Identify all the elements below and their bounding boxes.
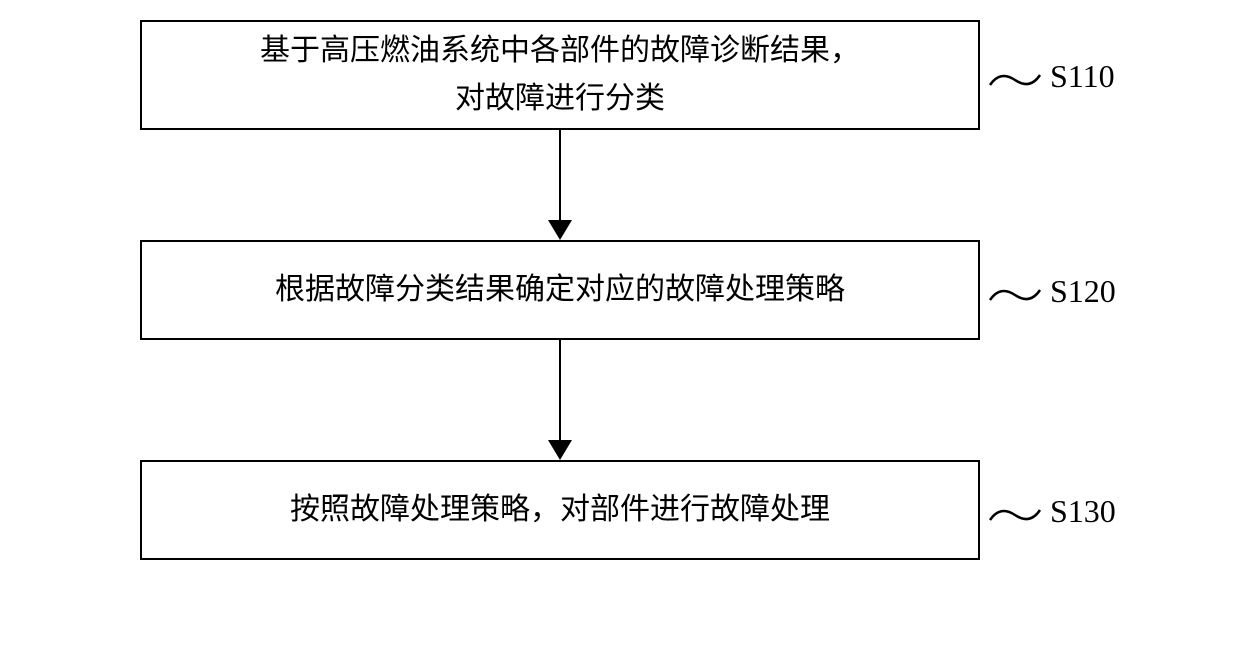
flowchart-node-s120: 根据故障分类结果确定对应的故障处理策略: [140, 240, 980, 340]
connector-tilde-icon: [985, 280, 1045, 310]
connector-tilde-icon: [985, 65, 1045, 95]
arrow-line: [559, 340, 561, 442]
node-text: 根据故障分类结果确定对应的故障处理策略: [275, 266, 845, 314]
node-label-s130: S130: [1050, 493, 1116, 530]
node-text-line1: 根据故障分类结果确定对应的故障处理策略: [275, 273, 845, 306]
arrow-line: [559, 130, 561, 222]
arrow-head-icon: [548, 440, 572, 460]
node-text-line1: 基于高压燃油系统中各部件的故障诊断结果，: [260, 34, 860, 67]
arrow-head-icon: [548, 220, 572, 240]
node-text-line1: 按照故障处理策略，对部件进行故障处理: [290, 493, 830, 526]
node-label-s120: S120: [1050, 273, 1116, 310]
node-label-s110: S110: [1050, 58, 1115, 95]
node-text-line2: 对故障进行分类: [455, 82, 665, 115]
flowchart-node-s110: 基于高压燃油系统中各部件的故障诊断结果， 对故障进行分类: [140, 20, 980, 130]
node-text: 按照故障处理策略，对部件进行故障处理: [290, 486, 830, 534]
node-text: 基于高压燃油系统中各部件的故障诊断结果， 对故障进行分类: [260, 27, 860, 123]
connector-tilde-icon: [985, 500, 1045, 530]
flowchart-node-s130: 按照故障处理策略，对部件进行故障处理: [140, 460, 980, 560]
